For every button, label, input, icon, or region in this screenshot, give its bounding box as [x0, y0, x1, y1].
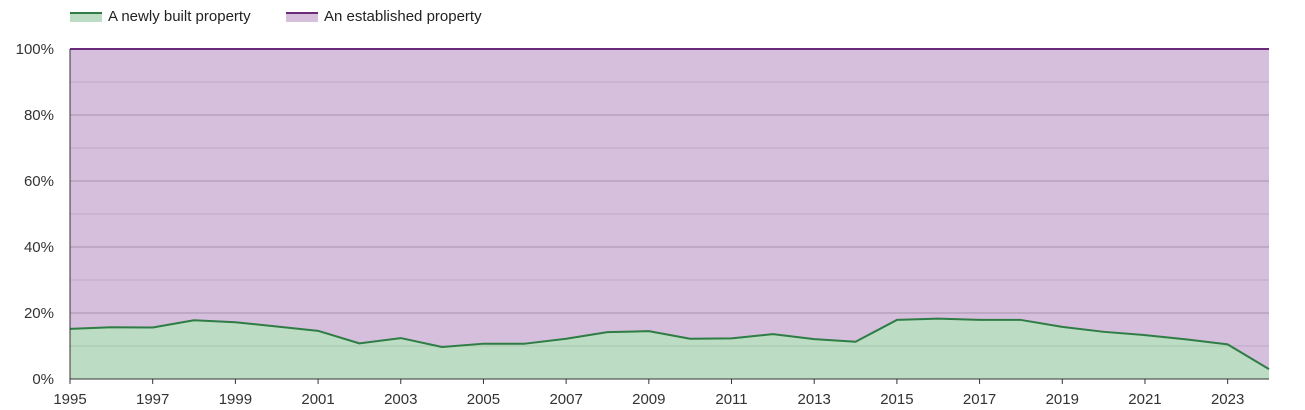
x-tick-label: 1999 — [219, 391, 252, 408]
y-tick-label: 60% — [24, 173, 54, 190]
y-tick-label: 20% — [24, 305, 54, 322]
y-tick-label: 80% — [24, 107, 54, 124]
x-tick-label: 2007 — [549, 391, 582, 408]
y-tick-label: 40% — [24, 239, 54, 256]
legend-item-newly-built[interactable]: A newly built property — [70, 8, 251, 25]
y-axis: 0% 20% 40% 60% 80% 100% — [16, 41, 70, 388]
y-tick-label: 100% — [16, 41, 54, 58]
x-tick-label: 1997 — [136, 391, 169, 408]
x-tick-label: 2013 — [798, 391, 831, 408]
x-tick-label: 1995 — [53, 391, 86, 408]
x-tick-label: 2021 — [1128, 391, 1161, 408]
x-tick-label: 2015 — [880, 391, 913, 408]
y-tick-label: 0% — [32, 371, 54, 388]
x-tick-label: 2001 — [301, 391, 334, 408]
x-tick-label: 2023 — [1211, 391, 1244, 408]
x-tick-label: 2011 — [715, 391, 747, 408]
x-tick-label: 2017 — [963, 391, 996, 408]
legend-label-established: An established property — [324, 8, 482, 25]
x-tick-label: 2019 — [1046, 391, 1079, 408]
area-established — [70, 49, 1269, 369]
x-tick-label: 2003 — [384, 391, 417, 408]
x-axis: 1995 1997 1999 2001 2003 2005 2007 2009 2011 2013… — [53, 379, 1269, 408]
legend: A newly built property An established pr… — [70, 8, 482, 25]
legend-label-newly-built: A newly built property — [108, 8, 251, 25]
x-tick-label: 2005 — [467, 391, 500, 408]
x-tick-label: 2009 — [632, 391, 665, 408]
legend-item-established[interactable]: An established property — [286, 8, 482, 25]
